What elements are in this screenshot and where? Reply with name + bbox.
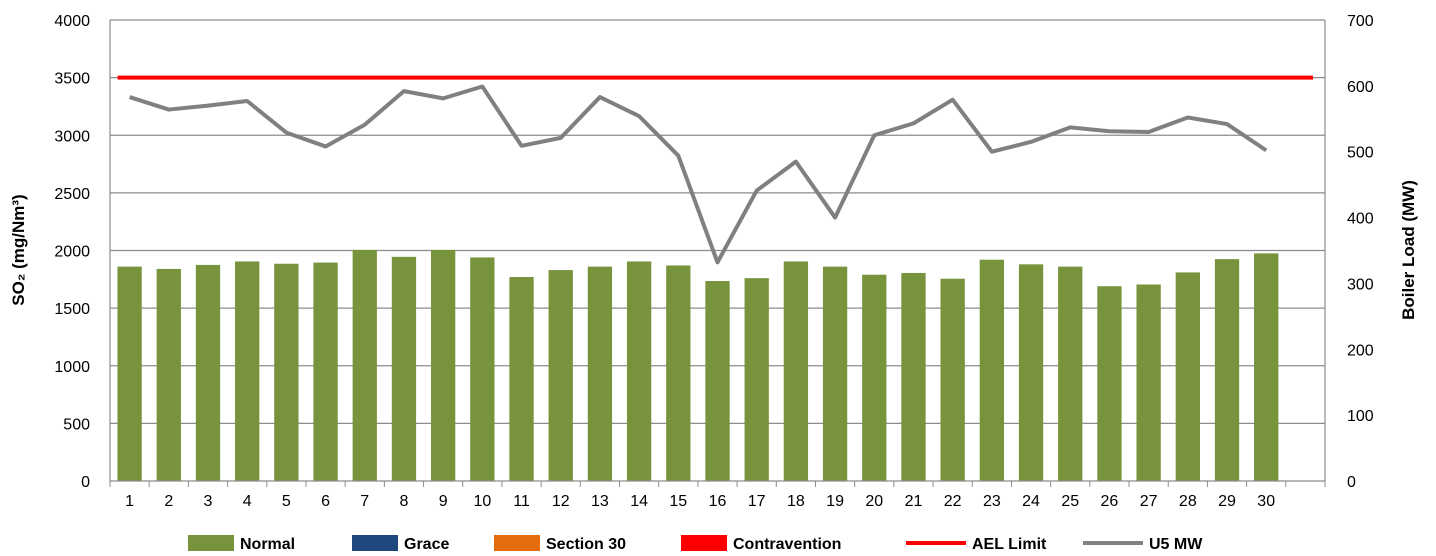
y-tick-label: 2500 xyxy=(54,186,90,203)
legend-label-contravention: Contravention xyxy=(733,536,841,553)
bar-normal xyxy=(862,274,887,481)
y2-tick-label: 0 xyxy=(1347,474,1356,491)
bar-normal xyxy=(1136,284,1161,481)
y-tick-label: 3000 xyxy=(54,128,90,145)
x-tick-label: 17 xyxy=(748,493,766,510)
bar-normal xyxy=(274,263,299,481)
bar-normal xyxy=(901,272,926,481)
x-tick-label: 3 xyxy=(204,493,213,510)
legend-label-u5-mw: U5 MW xyxy=(1149,536,1203,553)
y2-tick-label: 300 xyxy=(1347,276,1374,293)
x-tick-label: 6 xyxy=(321,493,330,510)
y2-tick-label: 700 xyxy=(1347,13,1374,30)
bar-normal xyxy=(666,265,691,481)
y-tick-label: 4000 xyxy=(54,13,90,30)
bar-normal xyxy=(626,261,652,481)
bar-series-normal xyxy=(117,249,1279,481)
bar-normal xyxy=(783,261,809,481)
y-tick-label: 500 xyxy=(63,416,90,433)
x-tick-label: 24 xyxy=(1022,493,1040,510)
x-tick-label: 10 xyxy=(473,493,491,510)
u5-mw-line xyxy=(128,84,1268,265)
bar-normal xyxy=(1214,259,1240,481)
bar-normal xyxy=(195,264,221,481)
bar-normal xyxy=(822,266,848,481)
x-tick-label: 28 xyxy=(1179,493,1197,510)
line-series xyxy=(117,75,1313,265)
legend-swatch-normal xyxy=(188,535,234,551)
bar-normal xyxy=(587,266,613,481)
left-axis-ticks: 0 500 1000 1500 2000 2500 3000 3500 4000 xyxy=(54,13,90,491)
x-tick-label: 16 xyxy=(709,493,727,510)
x-tick-label: 25 xyxy=(1061,493,1079,510)
x-tick-label: 11 xyxy=(513,493,530,510)
x-tick-label: 26 xyxy=(1101,493,1119,510)
x-tick-label: 5 xyxy=(282,493,291,510)
y2-tick-label: 400 xyxy=(1347,211,1374,228)
x-tick-label: 13 xyxy=(591,493,609,510)
y2-tick-label: 100 xyxy=(1347,408,1374,425)
bar-normal xyxy=(979,259,1005,481)
x-tick-label: 7 xyxy=(360,493,369,510)
legend-swatch-section-30 xyxy=(494,535,540,551)
bar-normal xyxy=(1018,264,1044,481)
bar-normal xyxy=(1097,286,1122,481)
x-tick-label: 20 xyxy=(865,493,883,510)
x-axis-ticks: 1 2 3 4 5 6 7 8 9 10 11 12 13 14 15 16 17 18 19 20 21 22 23 24 2… xyxy=(125,493,1275,510)
y-tick-label: 0 xyxy=(81,474,90,491)
bar-normal xyxy=(1175,272,1200,481)
x-tick-label: 8 xyxy=(399,493,408,510)
x-tick-label: 1 xyxy=(125,493,134,510)
legend-swatch-contravention xyxy=(681,535,727,551)
bar-normal xyxy=(548,270,573,481)
bar-normal xyxy=(509,277,534,481)
bar-normal xyxy=(391,256,417,481)
x-tick-label: 29 xyxy=(1218,493,1236,510)
y-tick-label: 1500 xyxy=(54,301,90,318)
y2-tick-label: 200 xyxy=(1347,342,1374,359)
bar-normal xyxy=(156,268,181,481)
legend-label-normal: Normal xyxy=(240,536,295,553)
y-tick-label: 3500 xyxy=(54,71,90,88)
bar-normal xyxy=(235,261,260,481)
x-tick-label: 27 xyxy=(1140,493,1158,510)
bar-normal xyxy=(940,278,965,481)
x-tick-label: 4 xyxy=(243,493,252,510)
bar-normal xyxy=(1058,266,1083,481)
legend-label-grace: Grace xyxy=(404,536,449,553)
bar-normal xyxy=(1254,253,1279,481)
x-tick-label: 14 xyxy=(630,493,648,510)
x-tick-label: 15 xyxy=(669,493,687,510)
y2-tick-label: 500 xyxy=(1347,145,1374,162)
bar-normal xyxy=(430,249,456,481)
legend: Normal Grace Section 30 Contravention AEL Li… xyxy=(188,535,1203,553)
x-tick-label: 18 xyxy=(787,493,805,510)
y-tick-label: 2000 xyxy=(54,244,90,261)
x-tick-label: 12 xyxy=(552,493,570,510)
bar-normal xyxy=(705,281,730,481)
bar-normal xyxy=(744,278,769,481)
left-axis-title: SO₂ (mg/Nm³) xyxy=(9,194,28,305)
axes xyxy=(109,20,1326,487)
bar-normal xyxy=(313,262,338,481)
x-tick-label: 21 xyxy=(905,493,923,510)
bar-normal xyxy=(117,266,142,481)
x-tick-label: 23 xyxy=(983,493,1001,510)
y2-tick-label: 600 xyxy=(1347,79,1374,96)
legend-label-ael-limit: AEL Limit xyxy=(972,536,1047,553)
bar-normal xyxy=(470,257,495,481)
y-tick-label: 1000 xyxy=(54,359,90,376)
x-tick-label: 22 xyxy=(944,493,962,510)
x-tick-label: 30 xyxy=(1257,493,1275,510)
x-tick-label: 2 xyxy=(164,493,173,510)
right-axis-title: Boiler Load (MW) xyxy=(1399,180,1418,320)
right-axis-ticks: 0 100 200 300 400 500 600 700 xyxy=(1347,13,1374,491)
bar-normal xyxy=(352,249,377,481)
legend-swatch-grace xyxy=(352,535,398,551)
x-tick-label: 19 xyxy=(826,493,844,510)
x-tick-label: 9 xyxy=(439,493,448,510)
legend-label-section-30: Section 30 xyxy=(546,536,626,553)
